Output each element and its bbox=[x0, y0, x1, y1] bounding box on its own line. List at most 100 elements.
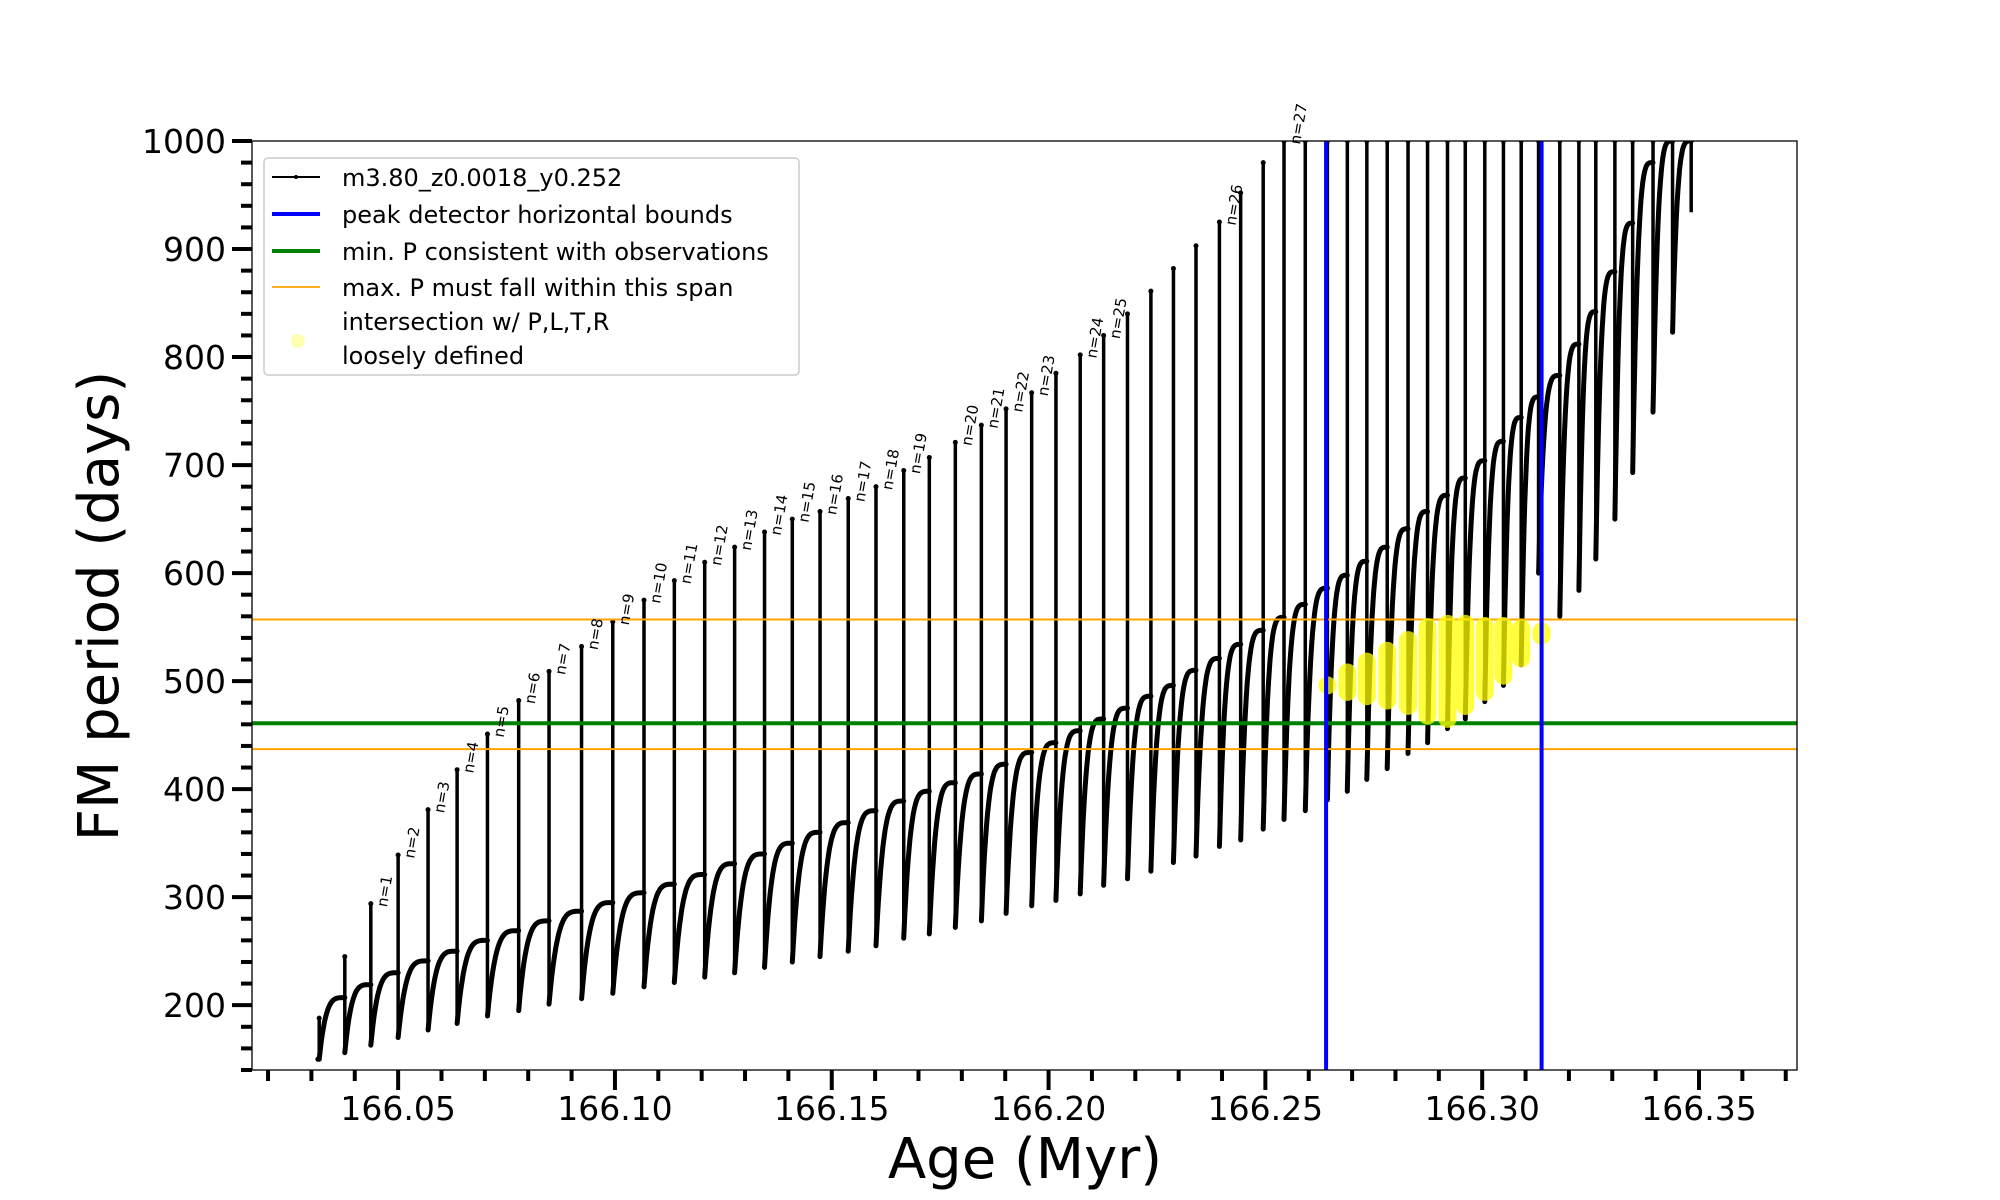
model-curve-segment bbox=[368, 970, 401, 1048]
model-curve-segment bbox=[1077, 716, 1107, 897]
y-tick-label: 800 bbox=[163, 338, 226, 377]
model-curve-segment bbox=[1260, 614, 1287, 832]
pulse-label: n=13 bbox=[737, 508, 762, 552]
legend-handle-intersection bbox=[291, 334, 305, 348]
x-tick-label: 166.10 bbox=[557, 1089, 672, 1128]
model-curve-segment bbox=[1462, 458, 1488, 722]
pulse-peak-point bbox=[395, 852, 401, 858]
model-curve-segment bbox=[873, 798, 907, 949]
pulse-label: n=27 bbox=[1286, 102, 1311, 146]
pulse-peak-point bbox=[978, 422, 984, 428]
pulse-label: n=16 bbox=[822, 473, 847, 517]
pulse-peak-point bbox=[454, 767, 460, 773]
pulse-peak-point bbox=[1053, 370, 1059, 376]
y-tick-label: 500 bbox=[163, 662, 226, 701]
y-tick-label: 300 bbox=[163, 878, 226, 917]
model-curve-segment bbox=[789, 829, 823, 965]
model-curve-segment bbox=[952, 771, 984, 930]
model-curve-segment bbox=[926, 780, 958, 937]
model-curve-segment bbox=[1148, 682, 1176, 874]
pulse-label: n=19 bbox=[906, 431, 931, 475]
y-tick-label: 400 bbox=[163, 770, 226, 809]
pulse-peak-point bbox=[368, 901, 374, 907]
pulse-peak-point bbox=[671, 578, 677, 584]
pulse-peak-point bbox=[732, 544, 738, 550]
x-tick-label: 166.05 bbox=[340, 1089, 455, 1128]
model-curve-segment bbox=[1405, 509, 1431, 756]
x-tick-label: 166.30 bbox=[1424, 1089, 1539, 1128]
model-curve-segment bbox=[546, 908, 585, 1007]
model-curve-segment bbox=[817, 820, 851, 960]
model-curve-segment bbox=[671, 872, 708, 985]
pulse-label: n=11 bbox=[677, 542, 702, 586]
model-curve-segment bbox=[1593, 269, 1618, 562]
pulse-label: n=20 bbox=[958, 403, 983, 447]
model-curve-segment bbox=[1302, 585, 1330, 814]
model-curve-segment bbox=[1101, 705, 1130, 888]
pulse-peak-point bbox=[1003, 406, 1009, 412]
x-tick-label: 166.35 bbox=[1641, 1089, 1756, 1128]
pulse-label: n=4 bbox=[459, 740, 482, 774]
model-curve-segment bbox=[316, 995, 348, 1062]
legend-frame bbox=[263, 157, 800, 376]
pulse-peak-point bbox=[789, 516, 795, 522]
x-tick-label: 166.20 bbox=[991, 1089, 1106, 1128]
x-tick-label: 166.25 bbox=[1208, 1089, 1323, 1128]
pulse-peak-point bbox=[952, 439, 958, 445]
model-curve-segment bbox=[1500, 415, 1524, 688]
model-curve-segment bbox=[1576, 309, 1599, 593]
pulse-peak-point bbox=[316, 1015, 322, 1021]
pulse-peak-point bbox=[1193, 243, 1199, 249]
y-tick-label: 900 bbox=[163, 230, 226, 269]
model-curve-segment bbox=[579, 900, 616, 1002]
pulse-label: n=15 bbox=[795, 480, 820, 524]
plot-area bbox=[252, 141, 1797, 1070]
model-curve-segment bbox=[1425, 492, 1450, 746]
pulse-label: n=22 bbox=[1008, 370, 1033, 414]
model-curve-segment bbox=[1003, 749, 1035, 916]
legend-label-model: m3.80_z0.0018_y0.252 bbox=[342, 164, 622, 192]
pulse-peak-point bbox=[425, 807, 431, 813]
model-curve-segment bbox=[425, 948, 460, 1033]
legend: m3.80_z0.0018_y0.252 peak detector horiz… bbox=[263, 157, 800, 376]
model-curve-segment bbox=[1170, 667, 1199, 866]
pulse-label: n=10 bbox=[646, 561, 671, 605]
x-tick-label: 166.15 bbox=[774, 1089, 889, 1128]
pulse-peak-point bbox=[484, 731, 490, 737]
model-curve-segment bbox=[1650, 141, 1676, 415]
pulse-peak-point bbox=[702, 559, 708, 565]
legend-label-min-p: min. P consistent with observations bbox=[342, 238, 769, 266]
pulse-label: n=2 bbox=[400, 825, 423, 859]
model-curve-segment bbox=[1670, 141, 1694, 335]
pulse-peak-point bbox=[762, 529, 768, 535]
model-curve-segment bbox=[702, 861, 738, 980]
y-tick-label: 600 bbox=[163, 554, 226, 593]
pulse-peak-point bbox=[1238, 190, 1244, 196]
model-curve-segment bbox=[342, 982, 374, 1056]
model-curve-segment bbox=[732, 851, 767, 976]
y-tick-label: 700 bbox=[163, 446, 226, 485]
pulse-peak-point bbox=[1077, 352, 1083, 358]
model-curve-segment bbox=[516, 918, 552, 1014]
model-curve-segment bbox=[1238, 627, 1266, 843]
pulse-peak-point bbox=[901, 467, 907, 473]
pulse-label: n=5 bbox=[490, 704, 513, 738]
pulse-peak-point bbox=[926, 455, 932, 461]
model-curve-segment bbox=[1612, 220, 1636, 522]
pulse-label: n=12 bbox=[707, 523, 732, 567]
x-axis: 166.05 166.10 166.15 166.20 166.25 166.30 166.… bbox=[266, 1070, 1788, 1128]
model-curve-segment bbox=[610, 890, 647, 996]
pulse-peak-point bbox=[516, 698, 522, 704]
pulse-label: n=26 bbox=[1222, 183, 1247, 227]
model-curve-segment bbox=[1557, 341, 1582, 619]
model-curve-segment bbox=[1125, 693, 1154, 882]
pulse-label: n=1 bbox=[373, 874, 396, 908]
pulse-peak-point bbox=[817, 509, 823, 515]
pulse-peak-point bbox=[342, 954, 348, 960]
y-axis-label: FM period (days) bbox=[67, 371, 132, 841]
model-curve-segment bbox=[1193, 655, 1222, 859]
model-curve-segment bbox=[641, 881, 677, 990]
model-curve-segment bbox=[1518, 394, 1542, 668]
y-tick-label: 1000 bbox=[142, 122, 226, 161]
